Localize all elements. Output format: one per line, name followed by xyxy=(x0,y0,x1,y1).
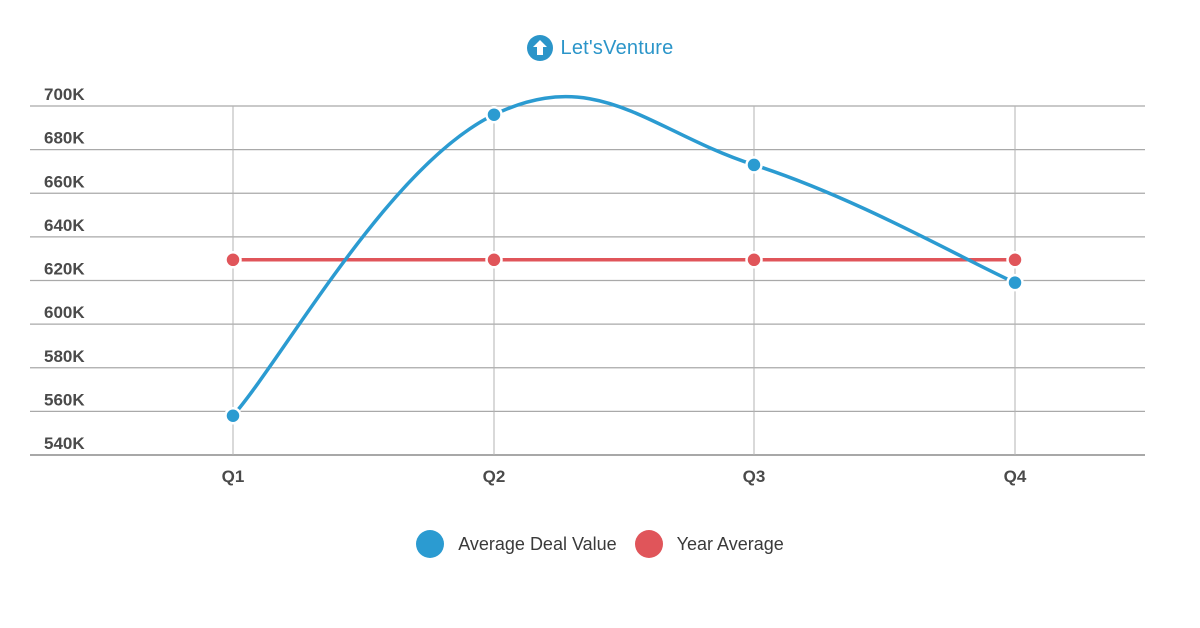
legend-marker xyxy=(634,530,663,558)
series xyxy=(231,95,1017,418)
y-tick-label: 540K xyxy=(44,434,85,453)
y-tick-label: 560K xyxy=(44,390,85,409)
x-tick-label: Q4 xyxy=(1004,467,1027,486)
legend-item-year-average: Year Average xyxy=(634,530,784,558)
data-point-year-average xyxy=(485,251,503,269)
y-tick-label: 640K xyxy=(44,216,85,235)
y-tick-label: 600K xyxy=(44,303,85,322)
arrow-up-circle-icon xyxy=(526,35,553,61)
grid xyxy=(30,105,1145,456)
x-tick-label: Q1 xyxy=(222,467,245,486)
data-point-year-average xyxy=(224,251,242,269)
y-tick-label: 680K xyxy=(44,129,85,148)
data-point-year-average xyxy=(1006,251,1024,269)
data-point-average-deal-value xyxy=(485,105,503,124)
data-point-average-deal-value xyxy=(745,156,763,174)
data-point-average-deal-value xyxy=(224,406,242,425)
legend-label: Year Average xyxy=(676,533,784,554)
y-tick-label: 580K xyxy=(44,347,85,366)
legend-item-average-deal-value: Average Deal Value xyxy=(416,530,617,558)
data-points xyxy=(224,105,1024,425)
y-tick-label: 620K xyxy=(44,260,85,279)
legend-label: Average Deal Value xyxy=(458,533,617,554)
brand-logo: Let'sVenture xyxy=(526,35,674,61)
legend-marker xyxy=(416,530,445,558)
y-axis: 540K 560K 580K 600K 620K 640K 660K 680K 700K xyxy=(44,85,85,453)
brand-name: Let'sVenture xyxy=(560,36,674,59)
x-tick-label: Q2 xyxy=(483,467,506,486)
y-tick-label: 700K xyxy=(44,85,85,104)
x-axis: Q1 Q2 Q3 Q4 xyxy=(222,467,1027,486)
y-tick-label: 660K xyxy=(44,172,85,191)
legend: Average Deal Value Year Average xyxy=(0,528,1200,560)
data-point-year-average xyxy=(745,251,763,269)
brand-header: Let'sVenture xyxy=(0,30,1200,66)
series-line-average-deal-value xyxy=(231,95,1017,418)
data-point-average-deal-value xyxy=(1006,273,1024,292)
x-tick-label: Q3 xyxy=(743,467,766,486)
